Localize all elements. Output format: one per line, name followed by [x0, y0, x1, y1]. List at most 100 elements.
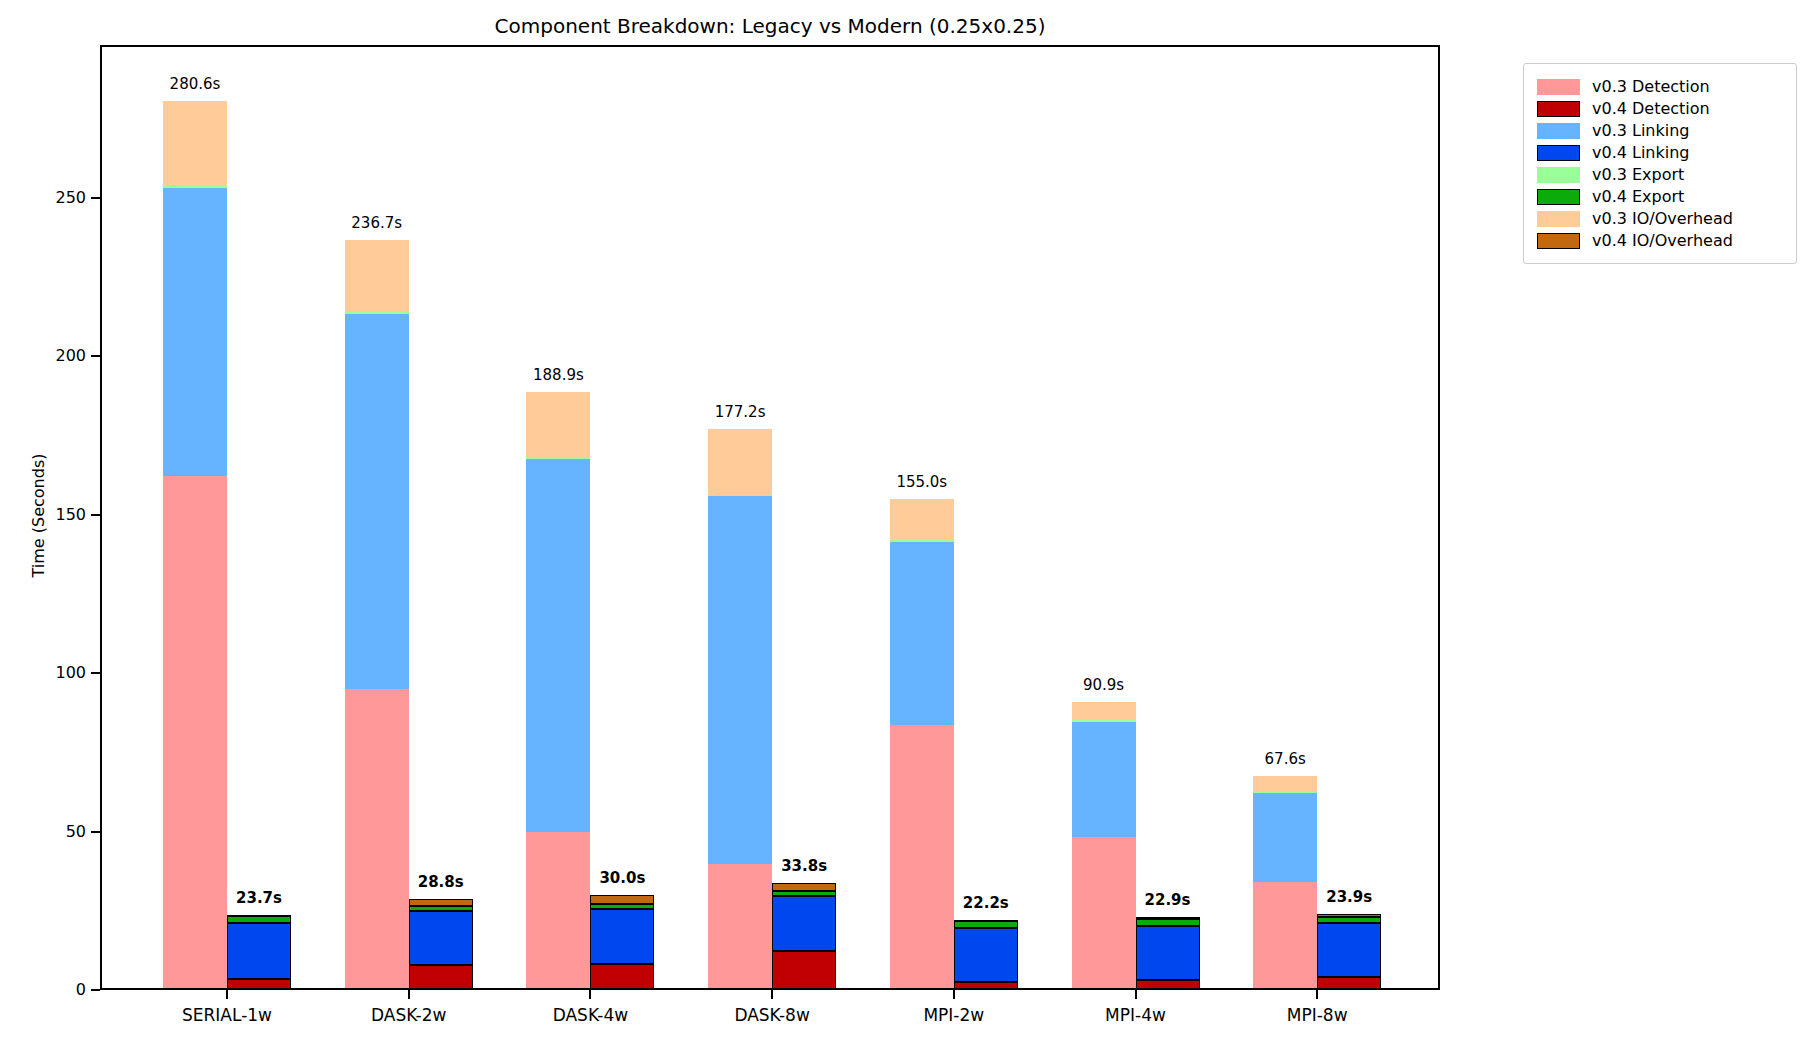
bar-total-label: 67.6s [1225, 749, 1345, 769]
legend-item: v0.4 Detection [1537, 100, 1783, 117]
bar-segment [345, 240, 409, 312]
bar-segment [590, 895, 654, 904]
legend-swatch [1537, 79, 1580, 95]
bar-segment [1072, 720, 1136, 722]
bar-segment [708, 864, 772, 990]
bar-segment [526, 457, 590, 459]
legend-item: v0.4 Linking [1537, 144, 1783, 161]
y-tick-mark [91, 197, 100, 199]
bar-segment [1072, 722, 1136, 837]
bar-total-label: 280.6s [135, 74, 255, 94]
x-tick-mark [226, 990, 228, 999]
bar-segment [227, 979, 291, 990]
x-tick-label: MPI-2w [864, 1004, 1044, 1026]
legend-label: v0.4 Linking [1592, 143, 1690, 162]
bar-segment [345, 314, 409, 689]
bar-segment [590, 964, 654, 990]
bar-segment [526, 392, 590, 458]
bar-segment [590, 904, 654, 909]
bar-segment [708, 496, 772, 864]
bar-segment [890, 542, 954, 725]
bar-segment [227, 923, 291, 979]
bar-segment [163, 101, 227, 186]
y-tick-label: 150 [34, 504, 86, 526]
x-tick-label: MPI-4w [1046, 1004, 1226, 1026]
bar-segment [526, 832, 590, 990]
bar-segment [345, 689, 409, 990]
y-tick-label: 200 [34, 345, 86, 367]
x-tick-mark [589, 990, 591, 999]
bar-segment [1253, 792, 1317, 794]
bar-segment [345, 312, 409, 314]
bar-total-label: 155.0s [862, 472, 982, 492]
bar-segment [772, 951, 836, 990]
x-tick-mark [1135, 990, 1137, 999]
bar-total-label: 188.9s [498, 365, 618, 385]
y-tick-label: 50 [34, 821, 86, 843]
bar-total-label: 236.7s [317, 213, 437, 233]
bar-segment [1317, 917, 1381, 923]
bar-segment [1136, 926, 1200, 980]
y-tick-mark [91, 355, 100, 357]
bar-segment [772, 891, 836, 896]
y-tick-mark [91, 514, 100, 516]
legend-label: v0.4 IO/Overhead [1592, 231, 1733, 250]
legend-label: v0.4 Export [1592, 187, 1684, 206]
bar-segment [163, 476, 227, 990]
y-tick-label: 100 [34, 662, 86, 684]
x-tick-label: SERIAL-1w [137, 1004, 317, 1026]
bar-segment [227, 915, 291, 917]
bar-segment [409, 911, 473, 965]
y-tick-label: 0 [34, 979, 86, 1001]
bar-segment [772, 896, 836, 951]
y-tick-label: 250 [34, 187, 86, 209]
legend-swatch [1537, 123, 1580, 139]
bar-total-label: 30.0s [562, 868, 682, 888]
bar-segment [954, 920, 1018, 922]
legend-swatch [1537, 145, 1580, 161]
bar-segment [526, 459, 590, 832]
legend-item: v0.4 Export [1537, 188, 1783, 205]
x-tick-label: MPI-8w [1227, 1004, 1407, 1026]
x-tick-label: DASK-8w [682, 1004, 862, 1026]
legend-label: v0.3 Linking [1592, 121, 1690, 140]
x-tick-label: DASK-4w [500, 1004, 680, 1026]
legend-swatch [1537, 167, 1580, 183]
bar-segment [1136, 980, 1200, 990]
legend-swatch [1537, 233, 1580, 249]
y-tick-mark [91, 672, 100, 674]
bar-total-label: 22.9s [1108, 890, 1228, 910]
bar-segment [954, 982, 1018, 990]
bar-total-label: 22.2s [926, 893, 1046, 913]
x-tick-mark [1316, 990, 1318, 999]
bar-segment [1072, 702, 1136, 720]
x-tick-mark [408, 990, 410, 999]
x-tick-label: DASK-2w [319, 1004, 499, 1026]
bar-segment [890, 725, 954, 990]
bar-segment [772, 883, 836, 892]
bar-segment [708, 429, 772, 495]
y-tick-mark [91, 831, 100, 833]
legend-swatch [1537, 101, 1580, 117]
legend: v0.3 Detection v0.4 Detection v0.3 Linking… [1523, 63, 1797, 264]
bar-segment [1317, 914, 1381, 917]
bar-segment [163, 186, 227, 188]
legend-label: v0.3 IO/Overhead [1592, 209, 1733, 228]
bar-segment [1253, 793, 1317, 882]
bar-segment [590, 909, 654, 964]
legend-item: v0.4 IO/Overhead [1537, 232, 1783, 249]
bar-segment [409, 899, 473, 907]
bar-total-label: 28.8s [381, 872, 501, 892]
legend-item: v0.3 IO/Overhead [1537, 210, 1783, 227]
y-tick-mark [91, 989, 100, 991]
bar-segment [1072, 837, 1136, 990]
bar-segment [890, 499, 954, 541]
legend-label: v0.4 Detection [1592, 99, 1710, 118]
legend-item: v0.3 Detection [1537, 78, 1783, 95]
bar-segment [890, 540, 954, 542]
bar-segment [409, 965, 473, 990]
legend-item: v0.3 Linking [1537, 122, 1783, 139]
x-tick-mark [953, 990, 955, 999]
bar-total-label: 33.8s [744, 856, 864, 876]
bar-total-label: 90.9s [1044, 675, 1164, 695]
